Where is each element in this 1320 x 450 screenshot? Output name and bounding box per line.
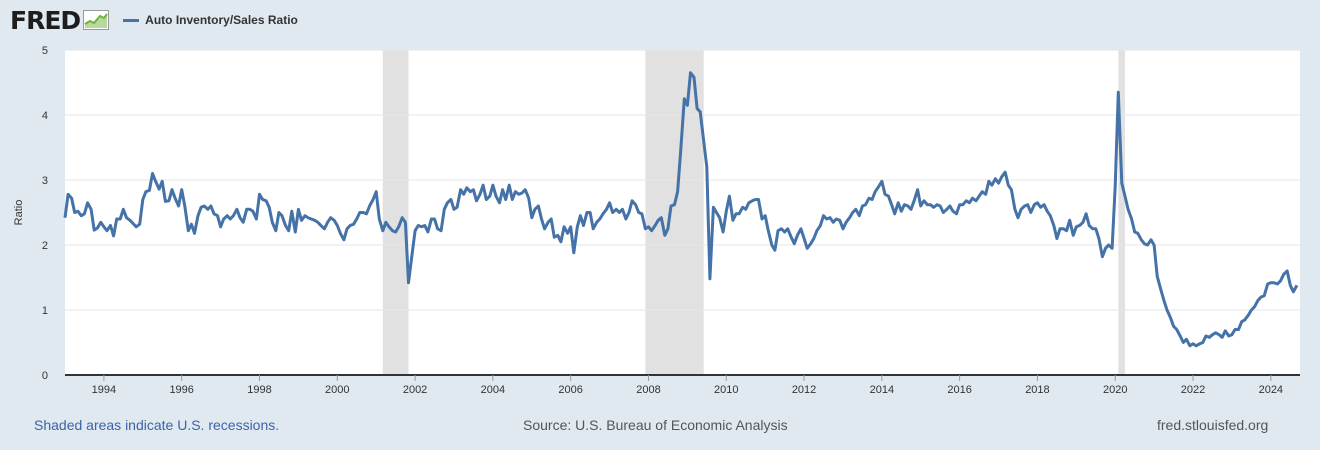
x-tick-label: 2022 — [1181, 384, 1205, 396]
x-tick-label: 2010 — [714, 384, 738, 396]
series-line — [63, 71, 1299, 348]
line-chart: 0 1 2 3 4 5 Ratio 1994 1996 1998 2000 2002 2004 2006 2… — [13, 45, 1300, 396]
recession-band — [382, 50, 409, 375]
x-tick-label: 2014 — [870, 384, 894, 396]
x-tick-label: 1998 — [247, 384, 271, 396]
recession-note-link[interactable]: Shaded areas indicate U.S. recessions. — [34, 417, 280, 433]
legend-label: Auto Inventory/Sales Ratio — [145, 13, 298, 27]
fred-logo[interactable]: FRED — [10, 5, 110, 35]
sparkline-logo-icon — [83, 10, 110, 30]
x-tick-label: 2018 — [1025, 384, 1049, 396]
x-tick-label: 2020 — [1103, 384, 1127, 396]
site-url: fred.stlouisfed.org — [1157, 417, 1269, 433]
y-tick-label: 0 — [42, 370, 48, 382]
x-tick-label: 1996 — [169, 384, 193, 396]
y-axis-label: Ratio — [13, 200, 25, 226]
x-tick-label: 2008 — [636, 384, 660, 396]
chart-header: FRED Auto Inventory/Sales Ratio — [10, 5, 298, 35]
y-tick-label: 5 — [42, 45, 48, 57]
legend-line-icon — [123, 18, 140, 22]
x-tick-label: 2016 — [947, 384, 971, 396]
y-tick-label: 2 — [42, 240, 48, 252]
source-text: Source: U.S. Bureau of Economic Analysis — [523, 417, 788, 433]
x-tick-label: 2000 — [325, 384, 349, 396]
y-tick-label: 3 — [42, 175, 48, 187]
y-tick-label: 1 — [42, 305, 48, 317]
x-tick-label: 2012 — [792, 384, 816, 396]
x-tick-label: 2006 — [558, 384, 582, 396]
chart-legend: Auto Inventory/Sales Ratio — [123, 13, 298, 27]
fred-logo-text: FRED — [10, 5, 81, 35]
y-tick-label: 4 — [42, 110, 48, 122]
recession-band — [645, 50, 704, 375]
x-tick-label: 1994 — [92, 384, 116, 396]
recession-band — [1118, 50, 1125, 375]
x-tick-label: 2002 — [403, 384, 427, 396]
x-tick-label: 2004 — [481, 384, 505, 396]
x-tick-label: 2024 — [1259, 384, 1283, 396]
